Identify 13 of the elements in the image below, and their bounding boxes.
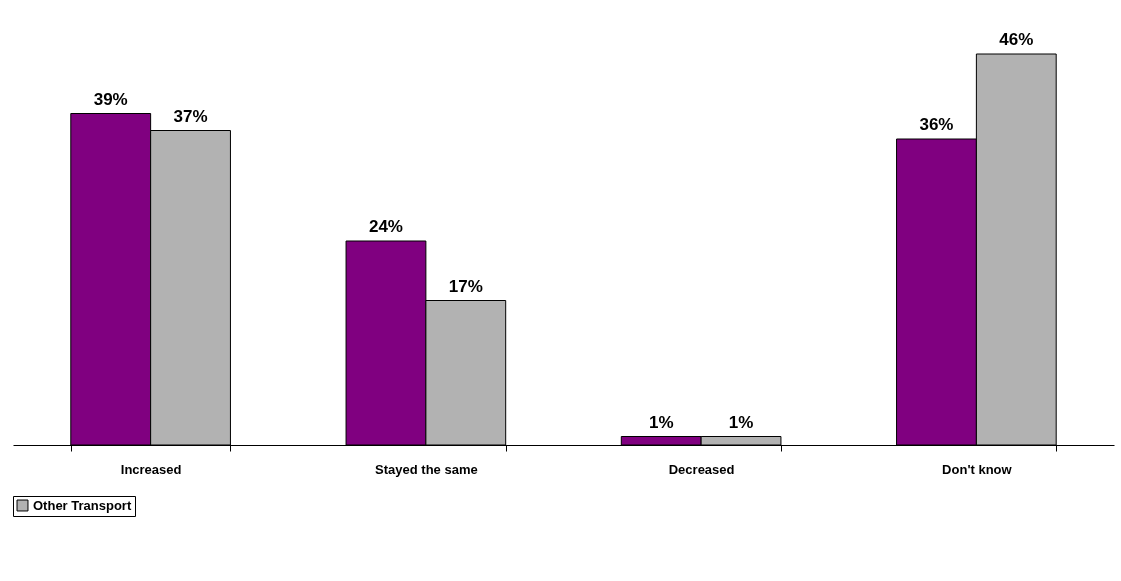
data-label: 36% (919, 115, 954, 134)
legend-label: Other Transport (33, 497, 132, 513)
data-label: 46% (999, 30, 1034, 49)
x-tick-label: Don't know (942, 461, 1013, 477)
data-label: 39% (93, 89, 128, 109)
data-label: 24% (368, 217, 403, 236)
data-label: 1% (648, 412, 674, 432)
data-label: 17% (448, 276, 483, 296)
x-tick-label: Stayed the same (375, 461, 478, 477)
data-label: 1% (728, 412, 754, 432)
x-tick-label: Increased (120, 461, 182, 477)
data-label: 37% (173, 106, 208, 126)
x-tick-label: Decreased (668, 461, 735, 477)
